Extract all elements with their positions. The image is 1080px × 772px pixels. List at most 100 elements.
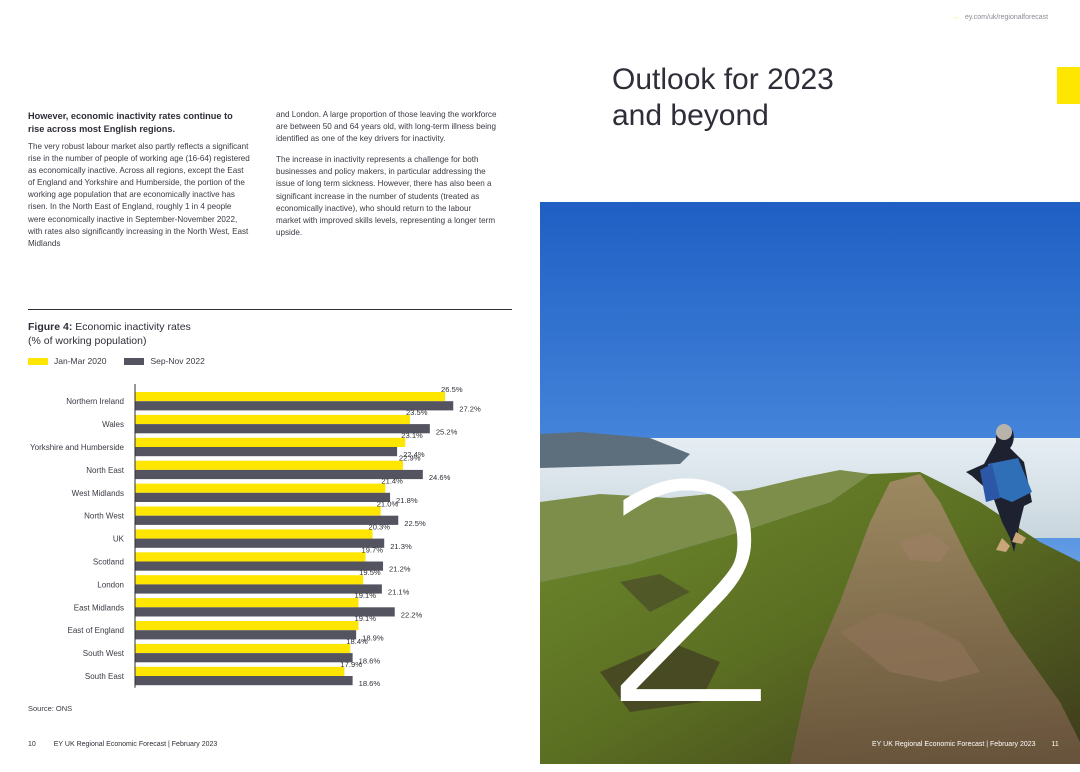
body-column-2: and London. A large proportion of those … bbox=[276, 109, 498, 239]
data-label-series-2: 27.2% bbox=[459, 404, 481, 413]
footer-left: 10 EY UK Regional Economic Forecast | Fe… bbox=[28, 741, 217, 748]
bar-series-2 bbox=[135, 492, 391, 502]
bar-series-2 bbox=[135, 653, 353, 663]
data-label-series-1: 19.7% bbox=[361, 545, 383, 554]
category-label: North East bbox=[86, 466, 125, 475]
bar-series-2 bbox=[135, 630, 357, 640]
chart-legend: Jan-Mar 2020 Sep-Nov 2022 bbox=[28, 356, 223, 366]
bar-series-2 bbox=[135, 401, 454, 411]
chapter-number: 2 bbox=[600, 423, 791, 772]
legend-label-series-2: Sep-Nov 2022 bbox=[150, 356, 205, 366]
category-label: South West bbox=[83, 649, 125, 658]
section-lead: However, economic inactivity rates conti… bbox=[28, 111, 233, 134]
bar-series-2 bbox=[135, 607, 395, 617]
category-label: Wales bbox=[102, 420, 124, 429]
data-label-series-1: 23.5% bbox=[406, 408, 428, 417]
bar-series-1 bbox=[135, 643, 351, 654]
bar-series-2 bbox=[135, 515, 399, 525]
data-label-series-2: 21.1% bbox=[388, 588, 410, 597]
body-column-1: The very robust labour market also partl… bbox=[28, 141, 250, 250]
bar-series-1 bbox=[135, 460, 403, 470]
data-label-series-1: 23.1% bbox=[401, 431, 423, 440]
data-label-series-2: 24.6% bbox=[429, 473, 451, 482]
chapter-tab-marker bbox=[1057, 67, 1080, 104]
category-label: Yorkshire and Humberside bbox=[30, 443, 125, 452]
page-number-right: 11 bbox=[1051, 741, 1059, 748]
data-label-series-2: 21.3% bbox=[390, 542, 412, 551]
data-label-series-2: 18.9% bbox=[362, 633, 384, 642]
figure-subtitle: (% of working population) bbox=[28, 335, 147, 347]
chart-source: Source: ONS bbox=[28, 704, 73, 713]
body-paragraph: The very robust labour market also partl… bbox=[28, 142, 250, 248]
category-label: East Midlands bbox=[74, 603, 124, 612]
bar-series-1 bbox=[135, 437, 406, 447]
section-divider bbox=[28, 309, 512, 310]
bar-series-2 bbox=[135, 561, 384, 571]
category-label: UK bbox=[113, 535, 125, 544]
footer-right: EY UK Regional Economic Forecast | Febru… bbox=[872, 741, 1059, 748]
bar-series-2 bbox=[135, 447, 398, 457]
bar-series-1 bbox=[135, 392, 446, 402]
website-link-text: ey.com/uk/regionalforecast bbox=[964, 14, 1049, 21]
arrow-right-icon: → bbox=[952, 14, 959, 21]
data-label-series-2: 22.4% bbox=[403, 450, 425, 459]
bar-series-2 bbox=[135, 469, 423, 480]
hiker-landscape-photo bbox=[540, 202, 1080, 764]
bar-series-2 bbox=[135, 538, 385, 548]
data-label-series-1: 21.0% bbox=[377, 500, 399, 509]
data-label-series-2: 21.8% bbox=[396, 496, 418, 505]
legend-item-series-2: Sep-Nov 2022 bbox=[124, 356, 205, 366]
data-label-series-1: 26.5% bbox=[441, 385, 463, 394]
bar-series-2 bbox=[135, 584, 382, 594]
bar-series-1 bbox=[135, 666, 345, 676]
bar-series-2 bbox=[135, 424, 430, 434]
landscape-illustration bbox=[540, 202, 1080, 764]
legend-label-series-1: Jan-Mar 2020 bbox=[54, 356, 107, 366]
page-number-left: 10 bbox=[28, 741, 36, 748]
chapter-heading: Outlook for 2023 and beyond bbox=[612, 62, 912, 134]
bar-series-1 bbox=[135, 621, 359, 631]
bar-series-1 bbox=[135, 529, 373, 539]
data-label-series-1: 19.1% bbox=[354, 591, 376, 600]
chapter-heading-line-2: and beyond bbox=[612, 99, 769, 132]
bar-series-1 bbox=[135, 575, 364, 585]
body-paragraph: and London. A large proportion of those … bbox=[276, 110, 497, 144]
footer-text-right: EY UK Regional Economic Forecast | Febru… bbox=[872, 741, 1036, 748]
data-label-series-1: 21.4% bbox=[381, 477, 403, 486]
chapter-heading-line-1: Outlook for 2023 bbox=[612, 63, 834, 96]
figure-title: Figure 4: Economic inactivity rates (% o… bbox=[28, 320, 328, 348]
data-label-series-1: 22.9% bbox=[399, 454, 421, 463]
category-label: Scotland bbox=[93, 558, 124, 567]
figure-label: Figure 4: bbox=[28, 321, 73, 333]
bar-chart: Northern Ireland 26.5% 27.2% Wales 23.5% 25.2… bbox=[30, 384, 481, 688]
data-label-series-2: 21.2% bbox=[389, 565, 411, 574]
data-label-series-2: 22.5% bbox=[404, 519, 426, 528]
data-label-series-2: 22.2% bbox=[401, 611, 423, 620]
website-link[interactable]: → ey.com/uk/regionalforecast bbox=[952, 14, 1048, 21]
data-label-series-1: 17.9% bbox=[340, 660, 362, 669]
legend-item-series-1: Jan-Mar 2020 bbox=[28, 356, 106, 366]
bar-series-1 bbox=[135, 552, 366, 562]
category-label: Northern Ireland bbox=[66, 397, 124, 406]
data-label-series-2: 25.2% bbox=[436, 427, 458, 436]
data-label-series-2: 18.6% bbox=[359, 656, 381, 665]
category-label: North West bbox=[84, 512, 125, 521]
category-label: West Midlands bbox=[72, 489, 124, 498]
bar-series-1 bbox=[135, 483, 386, 493]
legend-swatch-series-2 bbox=[124, 357, 145, 365]
bar-series-1 bbox=[135, 598, 359, 608]
data-label-series-1: 18.4% bbox=[346, 637, 368, 646]
body-paragraph: The increase in inactivity represents a … bbox=[276, 155, 496, 237]
data-label-series-1: 19.1% bbox=[354, 614, 376, 623]
bar-series-1 bbox=[135, 414, 410, 425]
category-label: East of England bbox=[68, 626, 124, 635]
category-label: London bbox=[97, 580, 124, 589]
data-label-series-2: 18.6% bbox=[359, 679, 381, 688]
figure-title-text: Economic inactivity rates bbox=[75, 321, 191, 333]
category-label: South East bbox=[85, 672, 125, 681]
data-label-series-1: 19.5% bbox=[359, 568, 381, 577]
bar-series-1 bbox=[135, 506, 381, 516]
footer-text-left: EY UK Regional Economic Forecast | Febru… bbox=[53, 741, 218, 748]
legend-swatch-series-1 bbox=[28, 357, 48, 365]
data-label-series-1: 20.3% bbox=[369, 522, 391, 531]
